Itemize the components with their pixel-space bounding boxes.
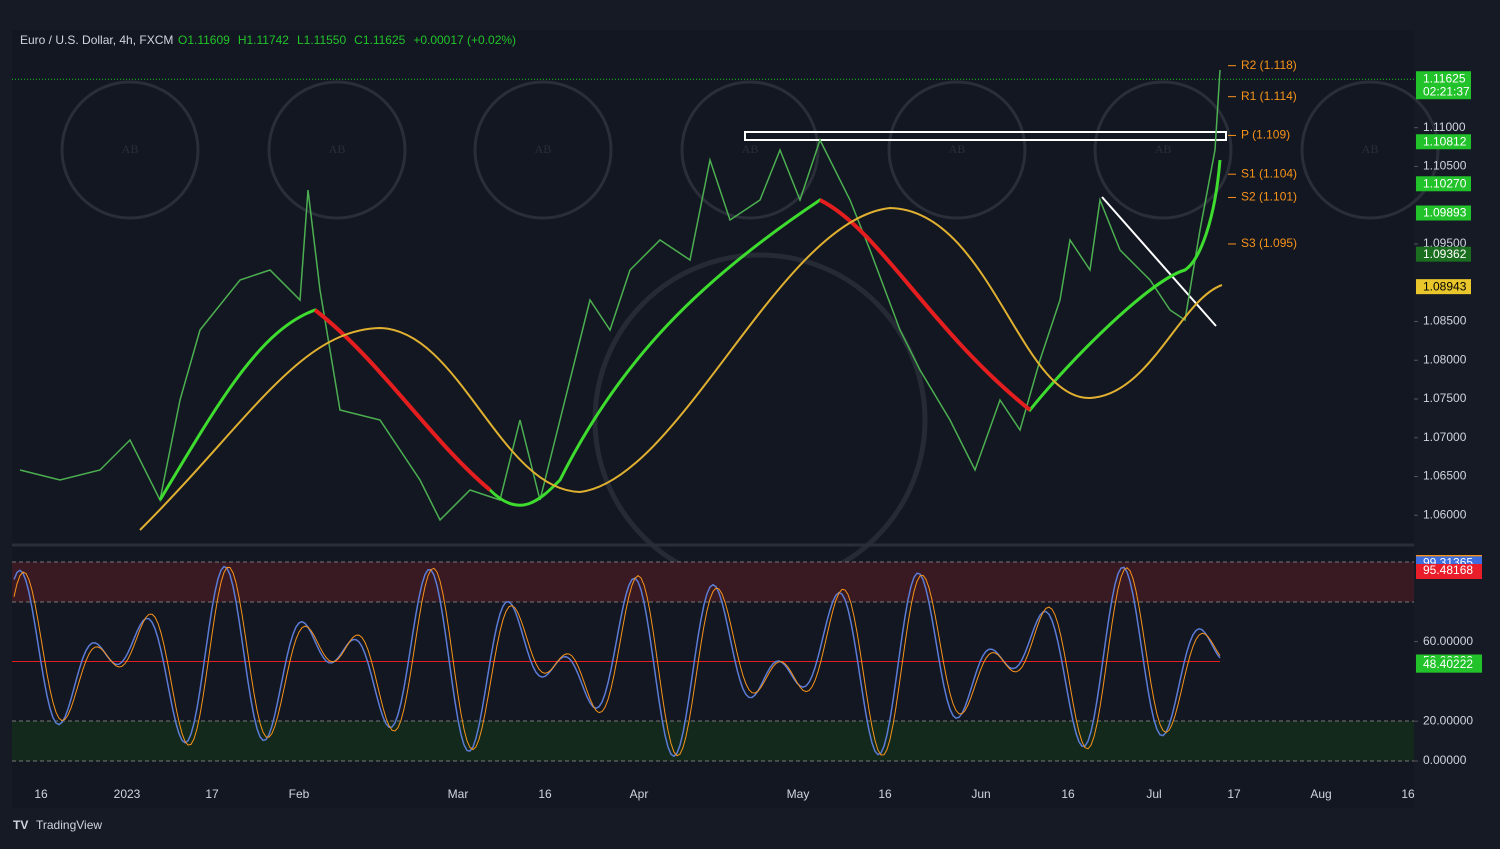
watermark bbox=[60, 80, 200, 220]
pivot-label: S2 (1.101) bbox=[1241, 190, 1297, 204]
price-tick-label: 1.08500 bbox=[1423, 314, 1467, 328]
price-tag-label: 1.10812 bbox=[1423, 134, 1467, 148]
price-tag bbox=[1416, 205, 1471, 221]
watermark: AB bbox=[1155, 142, 1172, 156]
watermark: AB bbox=[742, 142, 759, 156]
price-tick-label: 1.07500 bbox=[1423, 391, 1467, 405]
watermark: AB bbox=[329, 142, 346, 156]
osc-k bbox=[13, 565, 1221, 758]
time-label: 16 bbox=[1061, 787, 1075, 801]
ohlc-value: L1.11550 bbox=[297, 33, 346, 47]
price-tag-label: 1.09362 bbox=[1423, 247, 1467, 261]
time-label: 16 bbox=[538, 787, 552, 801]
time-label: Aug bbox=[1310, 787, 1331, 801]
price-tag bbox=[1416, 134, 1471, 150]
price-tag-label: 1.10270 bbox=[1423, 176, 1467, 190]
price-tag-label: 1.08943 bbox=[1423, 279, 1467, 293]
watermark: AB bbox=[535, 142, 552, 156]
watermark: AB bbox=[122, 142, 139, 156]
chart-area bbox=[12, 30, 1414, 808]
time-label: Feb bbox=[289, 787, 310, 801]
osc-d bbox=[13, 566, 1221, 757]
price-tag-label: 1.09893 bbox=[1423, 206, 1467, 220]
time-label: May bbox=[787, 787, 810, 801]
osc-tag bbox=[1416, 563, 1482, 579]
ohlc-value: O1.11609 bbox=[178, 33, 230, 47]
watermark: AB bbox=[1362, 142, 1379, 156]
brand: TradingView bbox=[36, 818, 102, 832]
watermark bbox=[1093, 80, 1233, 220]
watermark bbox=[267, 80, 407, 220]
osc-tag bbox=[1416, 657, 1482, 673]
overbought-zone bbox=[12, 562, 1414, 602]
pivot-label: R2 (1.118) bbox=[1241, 58, 1297, 72]
time-label: Mar bbox=[448, 787, 469, 801]
time-label: 2023 bbox=[114, 787, 141, 801]
price-tag bbox=[1416, 71, 1471, 100]
time-label: Apr bbox=[630, 787, 649, 801]
watermark bbox=[473, 80, 613, 220]
resistance-box bbox=[744, 131, 1227, 141]
osc-tick-label: 60.00000 bbox=[1423, 634, 1473, 648]
ohlc-value: H1.11742 bbox=[238, 33, 289, 47]
countdown: 02:21:37 bbox=[1423, 84, 1470, 98]
price-tag bbox=[1416, 176, 1471, 192]
osc-tick-label: 20.00000 bbox=[1423, 713, 1473, 727]
pivot-label: P (1.109) bbox=[1241, 128, 1290, 142]
osc-tag-label: 48.40222 bbox=[1423, 657, 1473, 671]
time-label: 17 bbox=[1227, 787, 1241, 801]
pivot-label: R1 (1.114) bbox=[1241, 89, 1297, 103]
ohlc-value: +0.00017 (+0.02%) bbox=[413, 33, 516, 47]
price-path bbox=[19, 69, 1221, 522]
watermark: AB bbox=[949, 142, 966, 156]
watermark bbox=[680, 80, 820, 220]
osc-tick-label: 0.00000 bbox=[1423, 753, 1467, 767]
price-tick-label: 1.09500 bbox=[1423, 236, 1467, 250]
price-tag bbox=[1416, 246, 1471, 262]
price-tick-label: 1.07000 bbox=[1423, 430, 1467, 444]
time-label: 16 bbox=[1401, 787, 1415, 801]
price-tick-label: 1.10500 bbox=[1423, 159, 1467, 173]
ohlc-value: C1.11625 bbox=[354, 33, 405, 47]
time-label: Jul bbox=[1146, 787, 1161, 801]
pivot-label: S1 (1.104) bbox=[1241, 166, 1297, 180]
osc-tag-label: 95.48168 bbox=[1423, 563, 1473, 577]
price-tick-label: 1.08000 bbox=[1423, 352, 1467, 366]
time-label: 16 bbox=[878, 787, 892, 801]
price-tag bbox=[1416, 279, 1471, 295]
time-label: 17 bbox=[205, 787, 219, 801]
price-tick-label: 1.06000 bbox=[1423, 507, 1467, 521]
price-tag-label: 1.11625 bbox=[1423, 71, 1466, 85]
brand-logo: TV bbox=[13, 818, 28, 832]
symbol: Euro / U.S. Dollar, 4h, FXCM bbox=[20, 33, 173, 47]
ma-red bbox=[313, 198, 1032, 492]
time-label: Jun bbox=[971, 787, 990, 801]
price-tick-label: 1.11000 bbox=[1423, 120, 1466, 134]
watermark bbox=[1300, 80, 1440, 220]
watermark bbox=[887, 80, 1027, 220]
ma-slow bbox=[139, 206, 1223, 531]
price-tick-label: 1.06500 bbox=[1423, 469, 1467, 483]
oversold-zone bbox=[12, 721, 1414, 761]
pivot-label: S3 (1.095) bbox=[1241, 236, 1297, 250]
time-label: 16 bbox=[34, 787, 48, 801]
